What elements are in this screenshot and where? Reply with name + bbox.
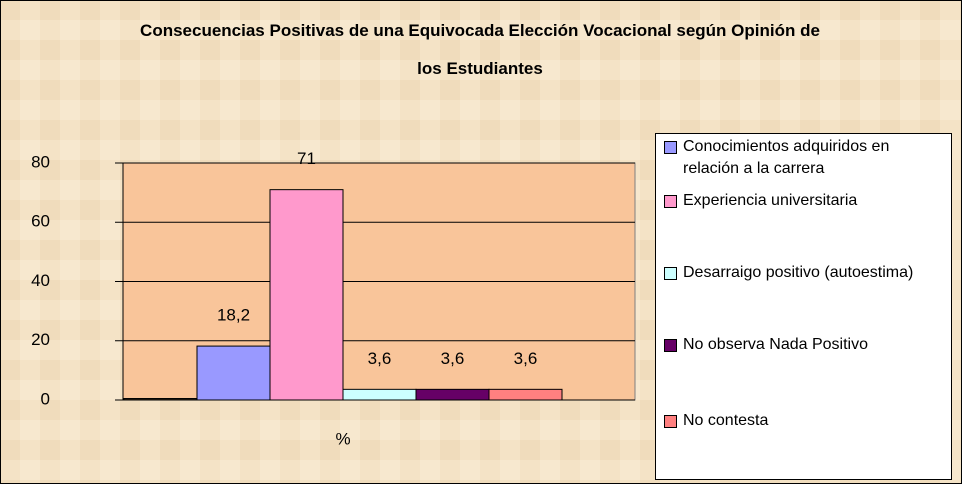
chart-title: Consecuencias Positivas de una Equivocad… xyxy=(140,21,820,78)
data-label: 3,6 xyxy=(514,349,538,368)
data-label: 3,6 xyxy=(368,349,392,368)
legend-item: Conocimientos adquiridos en relación a l… xyxy=(664,136,949,180)
legend-item: No contesta xyxy=(664,410,949,432)
legend-item: Desarraigo positivo (autoestima) xyxy=(664,262,949,284)
legend-label: No contesta xyxy=(683,412,769,429)
legend-label: Desarraigo positivo (autoestima) xyxy=(683,264,914,281)
data-label: 18,2 xyxy=(217,306,250,325)
y-tick-label: 40 xyxy=(31,271,50,290)
y-tick-label: 60 xyxy=(31,212,50,231)
bar xyxy=(342,388,417,401)
y-tick-label: 20 xyxy=(31,330,50,349)
data-label: 71 xyxy=(297,149,316,168)
bar xyxy=(123,398,198,401)
data-label: 3,6 xyxy=(441,349,465,368)
x-tick-label: % xyxy=(335,429,350,448)
bar xyxy=(415,388,490,401)
legend-swatch xyxy=(664,339,677,352)
legend-swatch xyxy=(664,415,677,428)
y-tick-label: 0 xyxy=(41,389,50,408)
legend-label: Conocimientos adquiridos en relación a l… xyxy=(683,138,890,177)
bar xyxy=(196,345,271,401)
bar xyxy=(269,189,344,401)
legend-swatch xyxy=(664,195,677,208)
title-box: Consecuencias Positivas de una Equivocad… xyxy=(140,21,820,78)
y-tick-label: 80 xyxy=(31,152,50,171)
legend-item: Experiencia universitaria xyxy=(664,190,949,212)
bar xyxy=(488,388,563,401)
legend-label: No observa Nada Positivo xyxy=(683,336,868,353)
legend-label: Experiencia universitaria xyxy=(683,192,858,209)
legend-swatch xyxy=(664,141,677,154)
legend: Conocimientos adquiridos en relación a l… xyxy=(655,133,952,480)
legend-swatch xyxy=(664,267,677,280)
legend-item: No observa Nada Positivo xyxy=(664,334,949,356)
